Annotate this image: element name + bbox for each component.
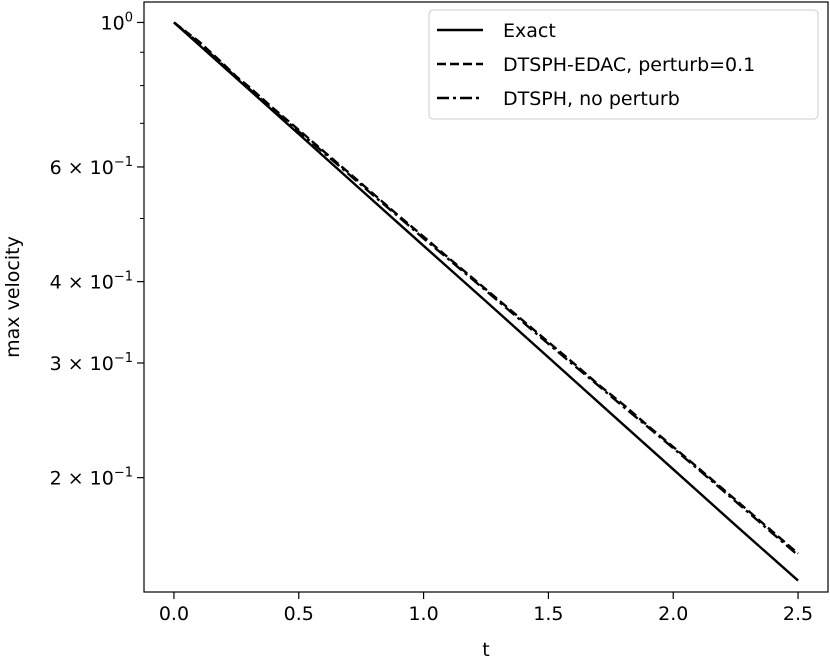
- series-line-2: [173, 21, 799, 557]
- y-tick-label-1: 6 × 10−1: [50, 155, 133, 179]
- series-line-0: [173, 21, 799, 582]
- plot-frame: [143, 1, 829, 593]
- y-tick-label-4: 2 × 10−1: [50, 466, 133, 490]
- x-tick-label-2: 1.0: [408, 603, 438, 625]
- legend-label-dtsph-no-perturb: DTSPH, no perturb: [503, 88, 680, 110]
- x-tick-label-1: 0.5: [284, 603, 314, 625]
- legend-label-dtsph-edac: DTSPH-EDAC, perturb=0.1: [503, 54, 755, 76]
- x-tick-label-4: 2.0: [658, 603, 688, 625]
- x-axis: 0.0 0.5 1.0 1.5 2.0 2.5: [159, 592, 813, 625]
- x-tick-label-0: 0.0: [159, 603, 189, 625]
- plot-series: [173, 21, 799, 582]
- y-tick-label-0: 100: [101, 10, 133, 34]
- y-axis: 100 6 × 10−1 4 × 10−1 3 × 10−1 2 × 10−1: [50, 10, 144, 490]
- x-tick-label-3: 1.5: [533, 603, 563, 625]
- y-axis-label: max velocity: [2, 236, 24, 358]
- legend: Exact DTSPH-EDAC, perturb=0.1 DTSPH, no …: [428, 9, 819, 120]
- y-tick-label-2: 4 × 10−1: [50, 270, 133, 294]
- x-axis-label: t: [482, 639, 489, 661]
- legend-box: [428, 9, 819, 120]
- x-tick-label-5: 2.5: [783, 603, 813, 625]
- legend-label-exact: Exact: [503, 20, 556, 42]
- y-tick-label-3: 3 × 10−1: [50, 351, 133, 375]
